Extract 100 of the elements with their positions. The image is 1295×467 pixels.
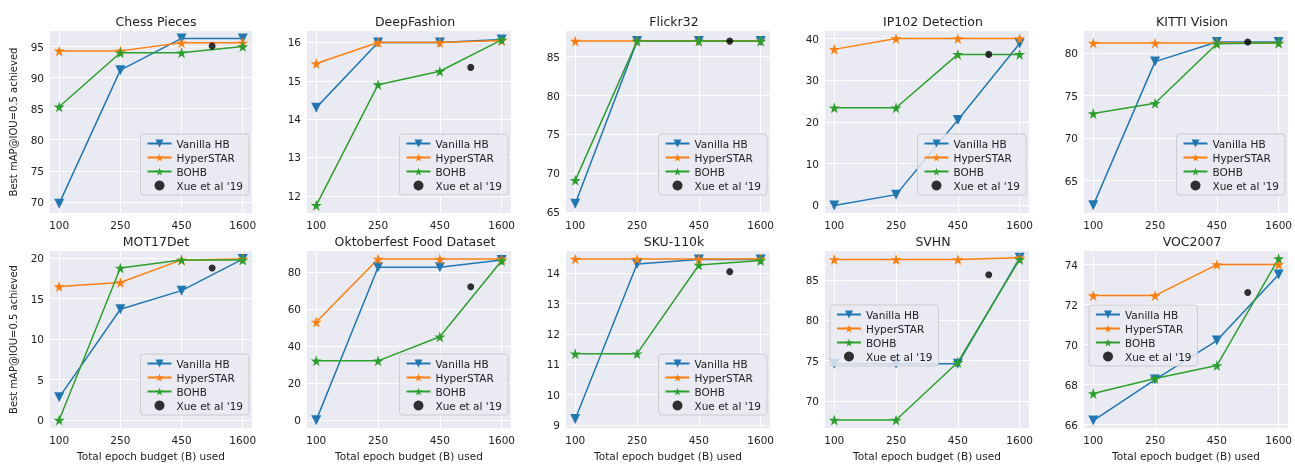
x-tick-label: 450 xyxy=(947,433,968,446)
y-tick-label: 15 xyxy=(30,292,44,305)
y-tick-label: 60 xyxy=(287,302,301,315)
y-tick-label: 75 xyxy=(30,164,44,177)
y-tick-label: 13 xyxy=(546,297,560,310)
x-tick-label: 250 xyxy=(110,218,131,231)
legend-label: Xue et al '19 xyxy=(435,179,502,192)
legend-label: BOHB xyxy=(176,165,207,178)
legend-label: HyperSTAR xyxy=(953,151,1012,164)
x-tick-label: 450 xyxy=(1206,433,1227,446)
x-tick-label: 250 xyxy=(368,218,389,231)
legend-label: Vanilla HB xyxy=(435,357,489,370)
y-axis-title: Best mAP@IOU=0.5 achieved xyxy=(7,265,19,414)
legend-label: BOHB xyxy=(866,336,897,349)
y-tick-label: 5 xyxy=(37,373,44,386)
y-tick-label: 0 xyxy=(294,414,301,427)
legend-label: HyperSTAR xyxy=(1212,151,1271,164)
x-tick-label: 450 xyxy=(1206,218,1227,231)
x-tick-label: 250 xyxy=(627,433,648,446)
y-tick-label: 68 xyxy=(1064,378,1078,391)
legend-label: Vanilla HB xyxy=(953,137,1007,150)
y-tick-label: 85 xyxy=(30,102,44,115)
x-tick-label: 250 xyxy=(1145,433,1166,446)
x-tick-label: 100 xyxy=(306,433,327,446)
y-tick-label: 80 xyxy=(546,89,560,102)
x-tick-label: 450 xyxy=(171,218,192,231)
y-tick-label: 70 xyxy=(546,167,560,180)
x-tick-label: 1600 xyxy=(488,433,516,446)
x-tick-label: 100 xyxy=(1083,218,1104,231)
y-tick-label: 75 xyxy=(805,354,819,367)
x-tick-label: 250 xyxy=(886,218,907,231)
chart-title: IP102 Detection xyxy=(883,14,983,29)
y-tick-label: 11 xyxy=(546,358,560,371)
legend-label: HyperSTAR xyxy=(435,151,494,164)
x-axis-title: Total epoch budget (B) used xyxy=(1111,449,1260,462)
x-tick-label: 250 xyxy=(886,433,907,446)
y-tick-label: 0 xyxy=(37,414,44,427)
x-tick-label: 100 xyxy=(49,433,70,446)
x-tick-label: 450 xyxy=(171,433,192,446)
y-tick-label: 12 xyxy=(546,327,560,340)
y-axis-title: Best mAP@IOU=0.5 achieved xyxy=(7,47,19,197)
x-tick-label: 1600 xyxy=(229,433,257,446)
x-tick-label: 250 xyxy=(368,433,389,446)
y-tick-label: 16 xyxy=(287,36,302,49)
legend-label: Xue et al '19 xyxy=(866,350,933,363)
y-tick-label: 40 xyxy=(287,340,301,353)
x-tick-label: 100 xyxy=(565,218,586,231)
legend-label: Xue et al '19 xyxy=(1125,350,1192,363)
legend-label: BOHB xyxy=(694,385,725,398)
y-tick-label: 15 xyxy=(287,74,301,87)
chart-title: Flickr32 xyxy=(649,14,699,29)
x-tick-label: 250 xyxy=(110,433,131,446)
legend-label: BOHB xyxy=(435,165,466,178)
y-tick-label: 20 xyxy=(287,377,301,390)
x-tick-label: 250 xyxy=(627,218,648,231)
y-tick-label: 20 xyxy=(30,252,44,265)
legend-label: Xue et al '19 xyxy=(694,399,761,412)
y-tick-label: 0 xyxy=(812,199,819,212)
legend-label: HyperSTAR xyxy=(176,151,235,164)
x-tick-label: 1600 xyxy=(229,218,257,231)
legend-label: Vanilla HB xyxy=(1125,308,1179,321)
x-axis-title: Total epoch budget (B) used xyxy=(852,449,1001,462)
legend-label: Vanilla HB xyxy=(176,357,230,370)
legend-label: BOHB xyxy=(953,165,984,178)
legend-label: Vanilla HB xyxy=(1212,137,1266,150)
legend-label: Xue et al '19 xyxy=(1212,179,1279,192)
legend-label: HyperSTAR xyxy=(694,151,753,164)
y-tick-label: 72 xyxy=(1064,298,1078,311)
y-tick-label: 75 xyxy=(546,128,560,141)
y-tick-label: 85 xyxy=(805,274,819,287)
legend-label: Xue et al '19 xyxy=(953,179,1020,192)
x-tick-label: 100 xyxy=(306,218,327,231)
x-tick-label: 100 xyxy=(824,433,845,446)
x-axis-title: Total epoch budget (B) used xyxy=(593,449,742,462)
x-tick-label: 100 xyxy=(49,218,70,231)
y-tick-label: 80 xyxy=(805,314,819,327)
chart-title: KITTI Vision xyxy=(1156,14,1228,29)
y-tick-label: 70 xyxy=(1064,338,1078,351)
x-tick-label: 450 xyxy=(688,218,709,231)
y-tick-label: 70 xyxy=(1064,132,1078,145)
y-tick-label: 95 xyxy=(30,40,44,53)
y-tick-label: 75 xyxy=(1064,89,1078,102)
legend-label: HyperSTAR xyxy=(866,322,925,335)
legend-label: HyperSTAR xyxy=(1125,322,1184,335)
legend-label: Xue et al '19 xyxy=(694,179,761,192)
legend-label: BOHB xyxy=(1125,336,1156,349)
legend-label: Vanilla HB xyxy=(435,137,489,150)
x-tick-label: 1600 xyxy=(1006,218,1034,231)
y-tick-label: 90 xyxy=(30,71,44,84)
y-tick-label: 80 xyxy=(30,133,44,146)
chart-title: SKU-110k xyxy=(643,234,706,249)
x-tick-label: 1600 xyxy=(747,433,775,446)
y-tick-label: 80 xyxy=(287,265,301,278)
chart-title: DeepFashion xyxy=(374,14,456,29)
y-tick-label: 80 xyxy=(1064,47,1078,60)
legend-label: Vanilla HB xyxy=(694,137,748,150)
y-tick-label: 10 xyxy=(30,333,44,346)
legend-label: Xue et al '19 xyxy=(176,399,243,412)
y-tick-label: 14 xyxy=(546,267,561,280)
legend-label: HyperSTAR xyxy=(176,371,235,384)
